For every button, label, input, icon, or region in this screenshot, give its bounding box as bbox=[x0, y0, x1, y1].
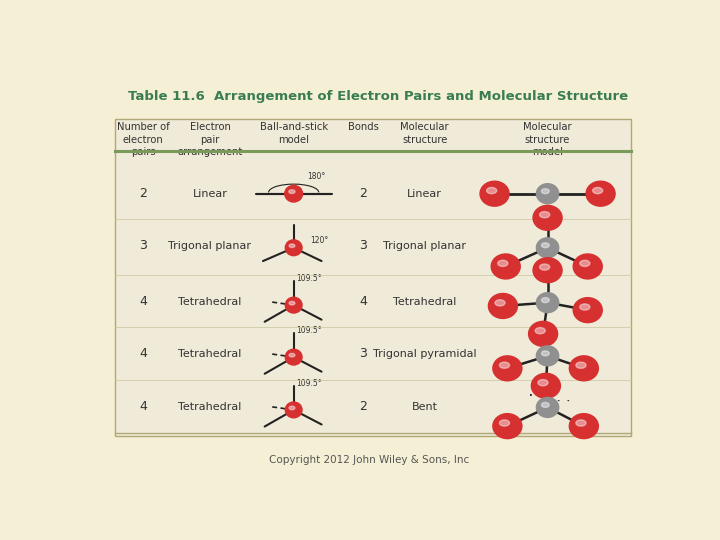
Ellipse shape bbox=[536, 238, 559, 258]
Ellipse shape bbox=[536, 293, 559, 313]
Ellipse shape bbox=[570, 356, 598, 381]
Text: Trigonal pyramidal: Trigonal pyramidal bbox=[373, 349, 477, 359]
Text: Copyright 2012 John Wiley & Sons, Inc: Copyright 2012 John Wiley & Sons, Inc bbox=[269, 455, 469, 465]
Ellipse shape bbox=[289, 244, 295, 247]
Text: Tetrahedral: Tetrahedral bbox=[179, 402, 242, 411]
Bar bbox=[115, 119, 631, 436]
Text: Table 11.6  Arrangement of Electron Pairs and Molecular Structure: Table 11.6 Arrangement of Electron Pairs… bbox=[128, 90, 628, 103]
Ellipse shape bbox=[541, 188, 549, 194]
Text: 180°: 180° bbox=[307, 172, 326, 181]
Ellipse shape bbox=[533, 205, 562, 230]
Ellipse shape bbox=[500, 420, 510, 426]
Text: ·  ·: · · bbox=[529, 391, 544, 401]
Text: 4: 4 bbox=[139, 347, 147, 360]
Text: · ·: · · bbox=[542, 339, 553, 349]
Text: 109.5°: 109.5° bbox=[297, 379, 322, 388]
Ellipse shape bbox=[576, 420, 586, 426]
Ellipse shape bbox=[500, 362, 510, 368]
Ellipse shape bbox=[491, 254, 521, 279]
Text: Bonds: Bonds bbox=[348, 122, 379, 132]
Text: Ball-and-stick
model: Ball-and-stick model bbox=[260, 122, 328, 145]
Text: 2: 2 bbox=[359, 187, 367, 200]
Ellipse shape bbox=[533, 258, 562, 282]
Ellipse shape bbox=[541, 298, 549, 302]
Ellipse shape bbox=[487, 187, 497, 194]
Text: 4: 4 bbox=[139, 295, 147, 308]
Ellipse shape bbox=[576, 362, 586, 368]
Ellipse shape bbox=[493, 356, 522, 381]
Ellipse shape bbox=[285, 349, 302, 365]
Text: 2: 2 bbox=[359, 400, 367, 413]
Ellipse shape bbox=[289, 406, 295, 410]
Ellipse shape bbox=[289, 353, 295, 357]
Text: Bent: Bent bbox=[412, 402, 438, 411]
Ellipse shape bbox=[570, 414, 598, 438]
Ellipse shape bbox=[536, 397, 559, 417]
Text: Molecular
structure: Molecular structure bbox=[400, 122, 449, 145]
Ellipse shape bbox=[593, 187, 603, 194]
Ellipse shape bbox=[285, 297, 302, 313]
Text: 2: 2 bbox=[139, 187, 147, 200]
Text: 109.5°: 109.5° bbox=[297, 326, 322, 335]
Ellipse shape bbox=[284, 185, 302, 202]
Ellipse shape bbox=[498, 260, 508, 266]
Ellipse shape bbox=[535, 328, 545, 334]
Ellipse shape bbox=[580, 260, 590, 266]
Ellipse shape bbox=[573, 298, 602, 322]
Ellipse shape bbox=[285, 240, 302, 255]
Text: Tetrahedral: Tetrahedral bbox=[179, 297, 242, 307]
Text: Linear: Linear bbox=[192, 188, 228, 199]
Ellipse shape bbox=[536, 184, 559, 204]
Ellipse shape bbox=[289, 301, 295, 305]
Ellipse shape bbox=[541, 402, 549, 407]
Ellipse shape bbox=[539, 212, 550, 218]
Text: 3: 3 bbox=[359, 239, 367, 252]
Text: Molecular
structure
model: Molecular structure model bbox=[523, 122, 572, 157]
Ellipse shape bbox=[480, 181, 509, 206]
Text: ·  ·: · · bbox=[557, 397, 570, 406]
Text: Electron
pair
arrangement: Electron pair arrangement bbox=[177, 122, 243, 157]
Text: 3: 3 bbox=[139, 239, 147, 252]
Ellipse shape bbox=[539, 264, 550, 270]
Ellipse shape bbox=[586, 181, 615, 206]
Text: Tetrahedral: Tetrahedral bbox=[179, 349, 242, 359]
Ellipse shape bbox=[488, 294, 518, 319]
Ellipse shape bbox=[531, 373, 560, 399]
Text: Trigonal planar: Trigonal planar bbox=[168, 241, 251, 251]
Text: Trigonal planar: Trigonal planar bbox=[383, 241, 467, 251]
Text: 4: 4 bbox=[139, 400, 147, 413]
Ellipse shape bbox=[541, 243, 549, 248]
Ellipse shape bbox=[536, 346, 559, 366]
Text: 4: 4 bbox=[359, 295, 367, 308]
Ellipse shape bbox=[528, 321, 557, 346]
Text: Linear: Linear bbox=[408, 188, 442, 199]
Text: 109.5°: 109.5° bbox=[297, 274, 322, 283]
Text: Tetrahedral: Tetrahedral bbox=[393, 297, 456, 307]
Ellipse shape bbox=[289, 190, 295, 193]
Text: 120°: 120° bbox=[310, 236, 328, 245]
Ellipse shape bbox=[573, 254, 602, 279]
Text: 3: 3 bbox=[359, 347, 367, 360]
Ellipse shape bbox=[285, 402, 302, 418]
Ellipse shape bbox=[495, 300, 505, 306]
Ellipse shape bbox=[538, 380, 548, 386]
Text: Number of
electron
pairs: Number of electron pairs bbox=[117, 122, 169, 157]
Ellipse shape bbox=[493, 414, 522, 438]
Ellipse shape bbox=[580, 304, 590, 310]
Ellipse shape bbox=[541, 351, 549, 356]
